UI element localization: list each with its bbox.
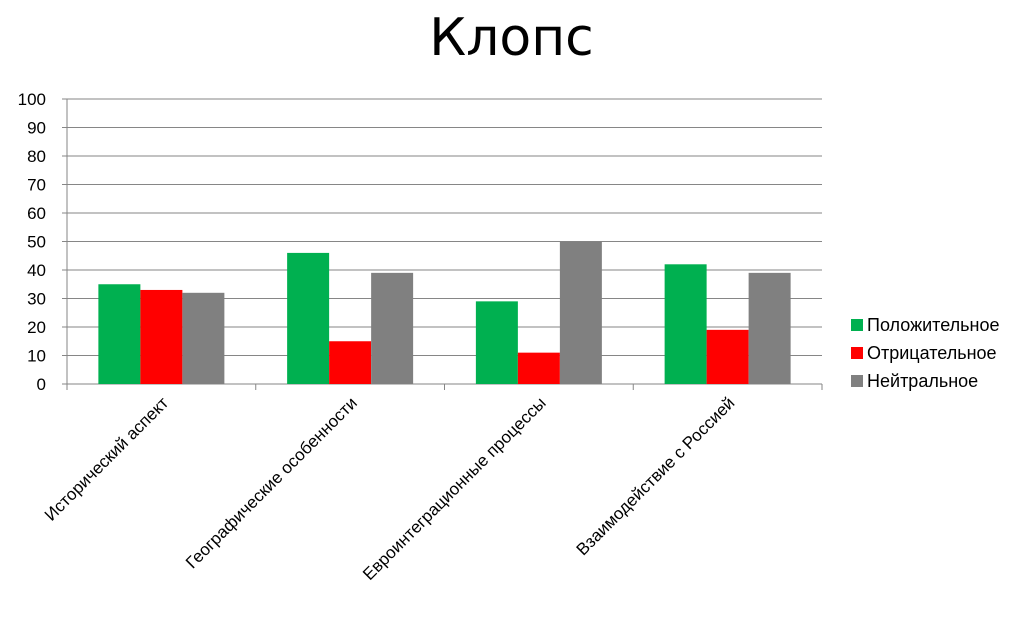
y-tick-label: 40 bbox=[27, 261, 46, 280]
chart-title: Клопс bbox=[429, 8, 594, 68]
y-tick-label: 70 bbox=[27, 176, 46, 195]
y-tick-label: 0 bbox=[37, 375, 46, 394]
bar bbox=[371, 272, 414, 384]
y-tick-labels: 0 10 20 30 40 50 60 70 80 90 100 bbox=[18, 90, 46, 394]
category-labels: Исторический аспект Географические особен… bbox=[41, 393, 739, 584]
bar bbox=[98, 284, 141, 384]
y-tick-label: 20 bbox=[27, 318, 46, 337]
legend-label: Нейтральное bbox=[867, 371, 978, 391]
y-tick-label: 100 bbox=[18, 90, 46, 109]
y-tick-label: 80 bbox=[27, 147, 46, 166]
legend: Положительное Отрицательное Нейтральное bbox=[851, 315, 999, 391]
bar bbox=[706, 329, 749, 384]
category-label: Исторический аспект bbox=[41, 393, 172, 524]
legend-label: Отрицательное bbox=[867, 343, 997, 363]
bar bbox=[329, 341, 372, 384]
bar bbox=[517, 352, 560, 384]
category-label: Евроинтеграционные процессы bbox=[359, 393, 550, 584]
bar bbox=[664, 264, 707, 384]
y-tick-label: 10 bbox=[27, 347, 46, 366]
legend-label: Положительное bbox=[867, 315, 999, 335]
bar bbox=[559, 241, 602, 384]
bar bbox=[475, 301, 518, 384]
bars bbox=[98, 241, 791, 384]
y-tick-label: 90 bbox=[27, 119, 46, 138]
bar bbox=[287, 252, 330, 384]
bar bbox=[748, 272, 791, 384]
y-tick-label: 50 bbox=[27, 233, 46, 252]
legend-swatch bbox=[851, 347, 863, 359]
bar bbox=[182, 292, 225, 384]
legend-swatch bbox=[851, 375, 863, 387]
y-tick-label: 60 bbox=[27, 204, 46, 223]
legend-swatch bbox=[851, 319, 863, 331]
category-label: Географические особенности bbox=[182, 393, 361, 572]
bar bbox=[140, 289, 183, 384]
category-label: Взаимодействие с Россией bbox=[573, 393, 739, 559]
y-tick-label: 30 bbox=[27, 290, 46, 309]
